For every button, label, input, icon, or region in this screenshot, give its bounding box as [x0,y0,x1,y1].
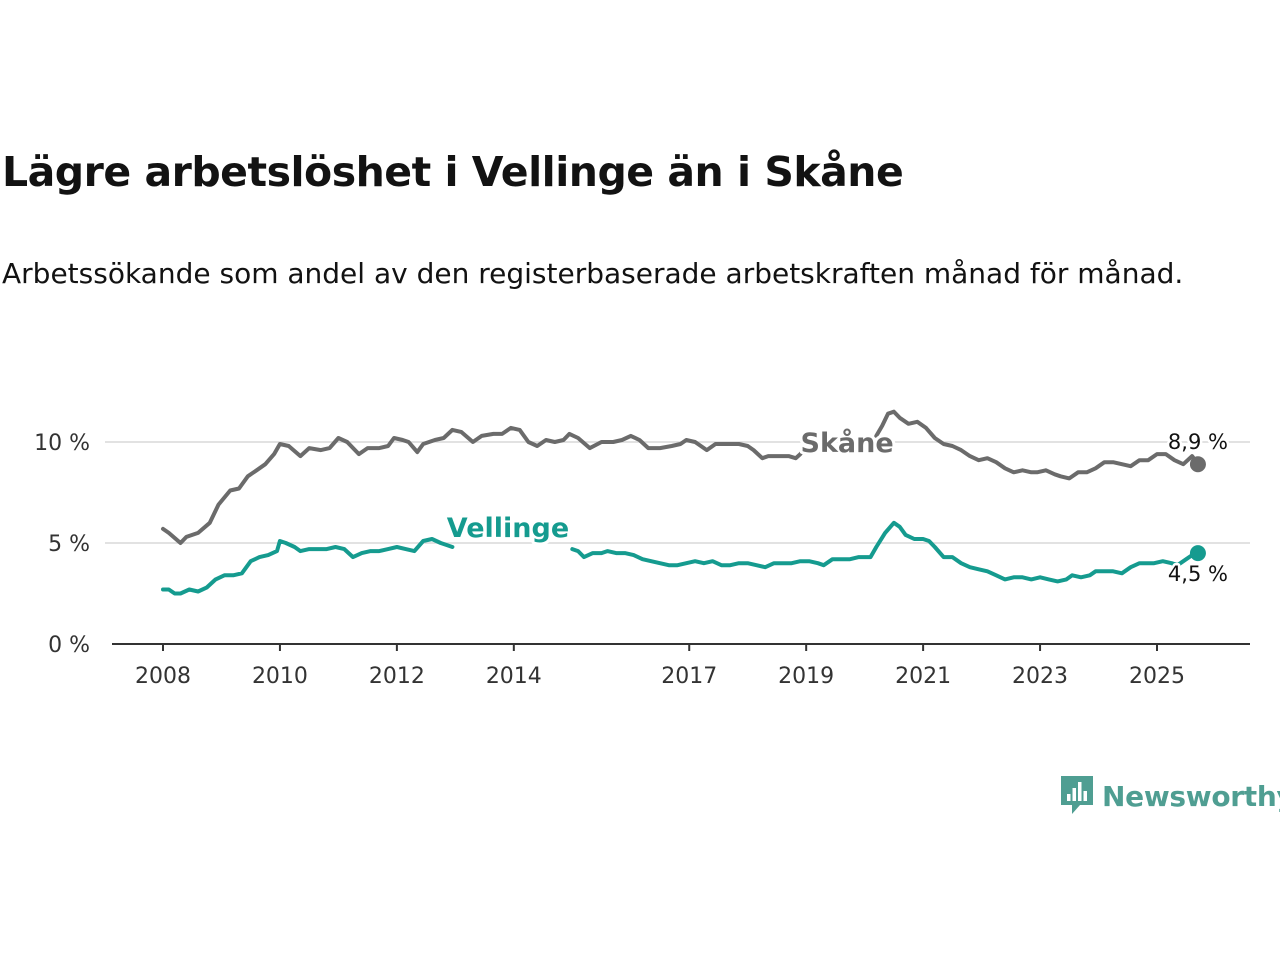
y-tick-label: 0 % [48,633,90,658]
bar-chart-bubble-icon [1061,776,1093,814]
end-point-sk-ne [1189,456,1206,473]
x-axis: 2008 2010 2012 2014 2017 2019 2021 2023 2025 [112,643,1250,689]
brand-logo: Newsworthy [1058,772,1280,820]
x-tick-label: 2008 [135,664,191,689]
chart-subtitle: Arbetssökande som andel av den registerb… [2,257,1184,290]
series-lines [161,409,1206,596]
y-tick-label: 10 % [34,431,90,456]
series-label: Skåne [801,427,894,459]
series-line-sk-ne [161,409,1200,545]
series-line-vellinge [161,520,1200,596]
x-tick-label: 2010 [252,664,308,689]
x-tick-label: 2017 [661,664,717,689]
x-tick-label: 2021 [895,664,951,689]
gridlines [105,441,1250,544]
x-tick-label: 2019 [778,664,834,689]
line-chart: 0 %5 %10 % 2008 2010 2012 2014 2017 2019 2021 2… [34,409,1250,689]
x-tick-label: 2023 [1012,664,1068,689]
series-label: Vellinge [447,513,569,544]
series-labels: Skåne Vellinge 8,9 % 4,5 % [444,424,1231,588]
end-value-label: 4,5 % [1168,562,1228,586]
y-tick-label: 5 % [48,532,90,557]
y-axis-ticks: 0 % 5 % 10 % [34,431,90,658]
x-tick-label: 2014 [486,664,542,689]
chart-title: Lägre arbetslöshet i Vellinge än i Skåne [2,148,904,196]
end-point-vellinge [1189,545,1206,562]
x-tick-label: 2012 [369,664,425,689]
x-tick-label: 2025 [1129,664,1185,689]
brand-name: Newsworthy [1102,779,1280,813]
end-value-label: 8,9 % [1168,430,1228,454]
